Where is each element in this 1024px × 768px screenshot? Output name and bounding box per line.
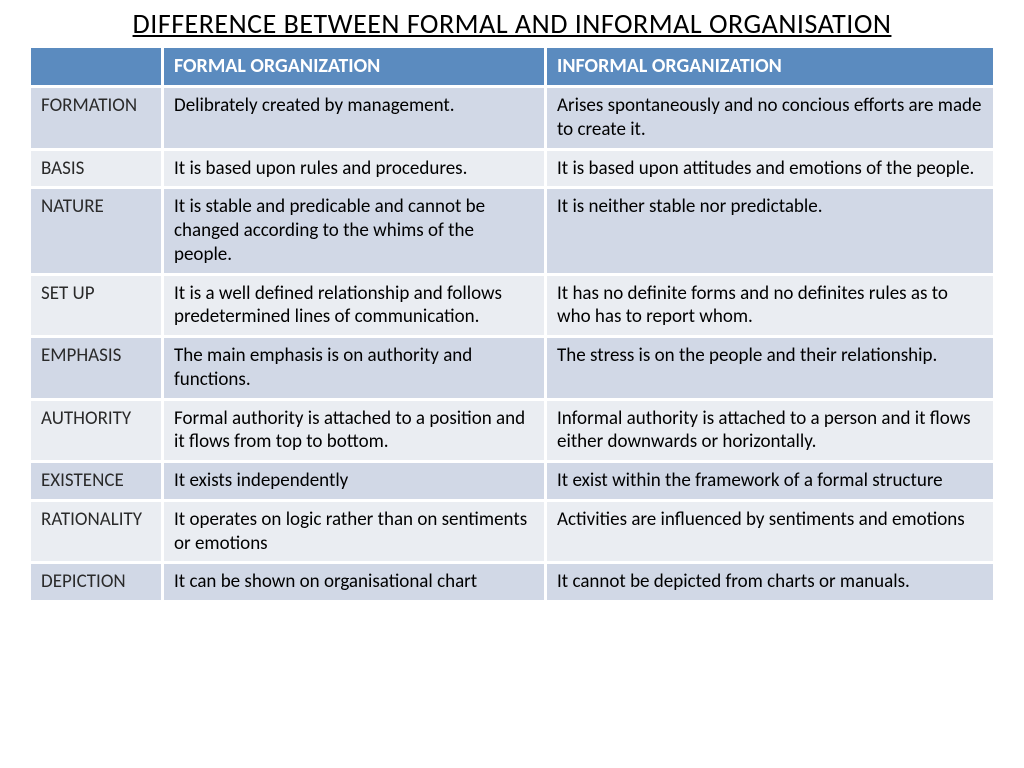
cell-informal: It is neither stable nor predictable. <box>547 189 993 272</box>
cell-informal: Arises spontaneously and no concious eff… <box>547 88 993 148</box>
row-label: EXISTENCE <box>31 463 161 499</box>
table-row: RATIONALITYIt operates on logic rather t… <box>31 502 993 562</box>
table-header-row: FORMAL ORGANIZATION INFORMAL ORGANIZATIO… <box>31 48 993 85</box>
table-row: EXISTENCEIt exists independentlyIt exist… <box>31 463 993 499</box>
comparison-table: FORMAL ORGANIZATION INFORMAL ORGANIZATIO… <box>28 45 996 603</box>
cell-formal: It operates on logic rather than on sent… <box>164 502 544 562</box>
cell-formal: It is based upon rules and procedures. <box>164 151 544 187</box>
row-label: AUTHORITY <box>31 401 161 461</box>
row-label: FORMATION <box>31 88 161 148</box>
header-informal: INFORMAL ORGANIZATION <box>547 48 993 85</box>
table-row: SET UPIt is a well defined relationship … <box>31 276 993 336</box>
header-formal: FORMAL ORGANIZATION <box>164 48 544 85</box>
cell-informal: Informal authority is attached to a pers… <box>547 401 993 461</box>
cell-informal: It is based upon attitudes and emotions … <box>547 151 993 187</box>
table-row: FORMATIONDelibrately created by manageme… <box>31 88 993 148</box>
row-label: SET UP <box>31 276 161 336</box>
cell-informal: It exist within the framework of a forma… <box>547 463 993 499</box>
table-row: DEPICTIONIt can be shown on organisation… <box>31 564 993 600</box>
cell-informal: It cannot be depicted from charts or man… <box>547 564 993 600</box>
cell-informal: The stress is on the people and their re… <box>547 338 993 398</box>
cell-informal: It has no definite forms and no definite… <box>547 276 993 336</box>
cell-formal: It is a well defined relationship and fo… <box>164 276 544 336</box>
row-label: BASIS <box>31 151 161 187</box>
slide-page: DIFFERENCE BETWEEN FORMAL AND INFORMAL O… <box>0 0 1024 603</box>
row-label: DEPICTION <box>31 564 161 600</box>
row-label: RATIONALITY <box>31 502 161 562</box>
cell-formal: It can be shown on organisational chart <box>164 564 544 600</box>
header-blank <box>31 48 161 85</box>
cell-formal: The main emphasis is on authority and fu… <box>164 338 544 398</box>
row-label: NATURE <box>31 189 161 272</box>
cell-formal: Formal authority is attached to a positi… <box>164 401 544 461</box>
table-row: AUTHORITYFormal authority is attached to… <box>31 401 993 461</box>
cell-formal: Delibrately created by management. <box>164 88 544 148</box>
cell-formal: It is stable and predicable and cannot b… <box>164 189 544 272</box>
page-title: DIFFERENCE BETWEEN FORMAL AND INFORMAL O… <box>28 6 996 41</box>
table-row: NATUREIt is stable and predicable and ca… <box>31 189 993 272</box>
table-row: EMPHASISThe main emphasis is on authorit… <box>31 338 993 398</box>
cell-formal: It exists independently <box>164 463 544 499</box>
table-row: BASISIt is based upon rules and procedur… <box>31 151 993 187</box>
row-label: EMPHASIS <box>31 338 161 398</box>
cell-informal: Activities are influenced by sentiments … <box>547 502 993 562</box>
